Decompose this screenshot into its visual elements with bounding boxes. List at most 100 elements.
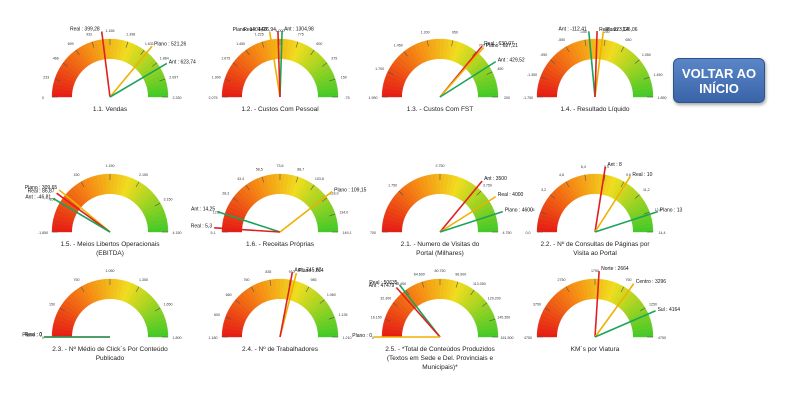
gauge-tick-label: 64.600 <box>414 272 425 276</box>
gauge-title-line: 1.1. Vendas <box>92 106 128 113</box>
gauge-tick <box>125 41 129 48</box>
gauge-tick-label: 28,3 <box>222 192 229 196</box>
gauge-tick-label: 6,4 <box>581 165 586 169</box>
gauge-tick <box>245 184 250 191</box>
gauge-tick <box>405 289 410 296</box>
gauge-dial: 0 16.150 32.300 48.450 64.600 80.750 96.900 113… <box>352 269 513 340</box>
gauge-tick <box>634 59 640 64</box>
gauge-center <box>402 59 478 97</box>
gauge-tick-label: 145.350 <box>497 315 510 319</box>
gauge-tick-label: 4,8 <box>559 173 564 177</box>
gauge-tick-label: 233 <box>43 75 49 79</box>
gauge-tick-label: 103,8 <box>315 177 324 181</box>
gauge-tick <box>245 49 250 56</box>
gauge-tick <box>235 299 241 304</box>
gauge-center <box>242 299 318 337</box>
gauge-tick <box>620 286 625 293</box>
gauge-tick-label: 466 <box>53 57 59 61</box>
gauge-tick <box>135 286 140 293</box>
gauge-tick <box>426 40 429 47</box>
gauge-tick <box>140 49 145 56</box>
gauge-tick <box>481 302 488 307</box>
gauge-6: 5,1 12,2 28,3 43,4 58,5 73,6 88,7 103,8 118,9 134… <box>185 140 375 248</box>
gauge-tick-label: 3,2 <box>541 188 546 192</box>
gauge-tick-label: 1.050 <box>106 269 115 273</box>
gauge-title-line: 2.3. - Nº Médio de Click´s Por Conteúdo <box>52 346 168 353</box>
gauge-tick <box>584 39 587 46</box>
gauge-tick-label: 750 <box>74 278 80 282</box>
gauge-tick-label: 1.850 <box>658 96 667 100</box>
gauge-tick-label: 1750 <box>591 269 599 273</box>
gauge-tick-label: 150 <box>74 173 80 177</box>
gauge-tick <box>489 318 496 322</box>
gauge-tick-label: 0 <box>42 96 44 100</box>
gauge-tick-label: 699 <box>68 42 74 46</box>
gauge-tick <box>565 286 570 293</box>
gauge-dial: -1.750 -1.350 -950 -550 -150 250 650 1.050 1.450… <box>523 26 667 100</box>
needle-label: Real : 5,3 <box>191 223 213 229</box>
gauge-tick-label: 950 <box>452 31 458 35</box>
gauge-tick-label: 1.700 <box>375 67 384 71</box>
gauge-tick <box>643 211 650 215</box>
gauge-tick-label: 80.750 <box>435 269 446 273</box>
gauge-tick-label: 1.675 <box>221 57 230 61</box>
gauge-tick <box>159 78 166 82</box>
needle-label: Ant : 14,25 <box>191 207 215 213</box>
gauge-tick-label: 149,1 <box>343 231 352 235</box>
gauge-tick-label: 1.631 <box>145 42 154 46</box>
gauge-tick-label: 3750 <box>533 303 541 307</box>
gauge-title: 1.6. - Receitas Próprias <box>185 240 375 249</box>
gauge-center <box>557 299 633 337</box>
needle-plan <box>439 195 497 233</box>
gauge-tick <box>261 41 265 48</box>
gauge-tick-label: 14,4 <box>659 231 666 235</box>
gauge-4: -1.750 -1.350 -950 -550 -150 250 650 1.050 1.450… <box>500 5 690 113</box>
gauge-tick-label: 129.200 <box>488 297 501 301</box>
gauge-tick-label: 12,8 <box>654 208 661 212</box>
gauge-tick <box>634 194 640 199</box>
gauge-title: 2.1. - Numero de Visitas do Portal (Milha… <box>345 240 535 258</box>
gauge-tick-label: 1.200 <box>421 31 430 35</box>
gauge-tick <box>225 316 232 320</box>
gauge-title-line: 1.5. - Meios Libertos Operacionais <box>60 241 160 248</box>
needle-label: Plano : 13 <box>660 208 683 214</box>
gauge-tick-label: 4.750 <box>503 231 512 235</box>
gauge-tick <box>232 197 239 202</box>
gauge-tick-label: 760 <box>244 278 250 282</box>
gauge-tick-label: 1.150 <box>106 164 115 168</box>
gauge-tick-label: 150 <box>341 75 347 79</box>
gauge-tick-label: 835 <box>265 270 271 274</box>
needle-label: Real : 0 <box>25 332 42 338</box>
needle-actual <box>594 166 607 233</box>
gauge-title: 1.5. - Meios Libertos Operacionais (EBITD… <box>15 240 205 258</box>
needle-label: Norte : 2664 <box>601 266 629 272</box>
needle-label: Plano : 521,26 <box>154 42 186 48</box>
gauge-tick-label: -1.750 <box>523 96 533 100</box>
gauge-tick <box>151 62 158 67</box>
gauge-tick-label: 450 <box>497 67 503 71</box>
gauge-title: 1.4. - Resultado Líquido <box>500 105 690 114</box>
gauge-title-line: (EBITDA) <box>96 250 124 257</box>
needle-prev <box>594 310 656 338</box>
gauge-title-line: 1.3. - Custos Com FST <box>406 106 474 113</box>
gauge-11: 0 16.150 32.300 48.450 64.600 80.750 96.900 113… <box>345 245 535 371</box>
needle-actual <box>395 286 441 338</box>
gauge-tick <box>455 281 459 288</box>
gauge-tick-label: 600 <box>214 313 220 317</box>
gauge-10: 1.180 600 660 760 835 910 985 1.060 1.135 1.210 Pl… <box>185 245 375 353</box>
needle-label: Plano : 627,21 <box>486 43 518 49</box>
gauge-tick <box>321 197 328 202</box>
gauge-tick-label: 43,4 <box>237 177 244 181</box>
gauge-tick <box>250 286 255 293</box>
gauge-title: 2.4. - Nº de Trabalhadores <box>185 345 375 354</box>
gauge-tick-label: 600 <box>316 42 322 46</box>
back-to-start-button[interactable]: VOLTAR AO INÍCIO <box>673 58 765 103</box>
gauge-title-line: KM´s por Viatura <box>570 346 620 353</box>
gauge-tick <box>565 181 570 188</box>
gauge-tick <box>321 62 328 67</box>
gauge-1: 0 233 466 699 932 1.165 1.398 1.631 1.864 2.097 2.… <box>15 5 205 113</box>
gauge-tick-label: 775 <box>298 32 304 36</box>
gauge-tick <box>620 46 625 53</box>
gauge-tick-label: 932 <box>86 32 92 36</box>
gauge-center <box>402 299 478 337</box>
